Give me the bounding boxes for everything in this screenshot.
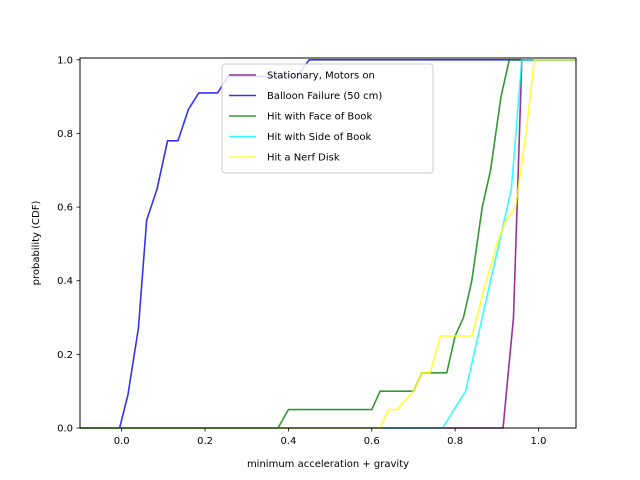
y-tick-label: 0.8 — [57, 129, 73, 140]
legend-label: Stationary, Motors on — [267, 71, 375, 82]
plot-frame — [79, 57, 577, 429]
y-tick-label: 0.2 — [57, 350, 73, 361]
y-tick-label: 0.6 — [57, 203, 73, 214]
series-line-hit-with-face-of-book — [80, 59, 576, 429]
legend-label: Hit a Nerf Disk — [267, 153, 340, 164]
x-tick-label: 0.8 — [447, 436, 463, 447]
legend-box — [221, 63, 434, 174]
y-tick-label: 0.0 — [57, 424, 73, 435]
x-tick-label: 0.6 — [364, 436, 380, 447]
series-line-hit-a-nerf-disk — [80, 59, 576, 429]
x-tick-label: 1.0 — [531, 436, 547, 447]
x-tick-label: 0.0 — [114, 436, 130, 447]
legend: Stationary, Motors on Balloon Failure (50… — [221, 63, 434, 174]
x-tick-label: 0.2 — [197, 436, 213, 447]
x-axis-ticks: 0.0 0.2 0.4 0.6 0.8 1.0 — [114, 428, 547, 447]
series-line-hit-with-side-of-book — [80, 59, 576, 429]
y-axis-label: probability (CDF) — [31, 201, 42, 286]
legend-label: Hit with Side of Book — [267, 132, 372, 143]
x-tick-label: 0.4 — [280, 436, 296, 447]
y-axis-ticks: 0.0 0.2 0.4 0.6 0.8 1.0 — [57, 55, 80, 435]
x-axis-label: minimum acceleration + gravity — [247, 459, 409, 470]
y-tick-label: 1.0 — [57, 55, 73, 66]
y-tick-label: 0.4 — [57, 276, 73, 287]
legend-label: Hit with Face of Book — [267, 112, 372, 123]
legend-label: Balloon Failure (50 cm) — [267, 91, 382, 102]
